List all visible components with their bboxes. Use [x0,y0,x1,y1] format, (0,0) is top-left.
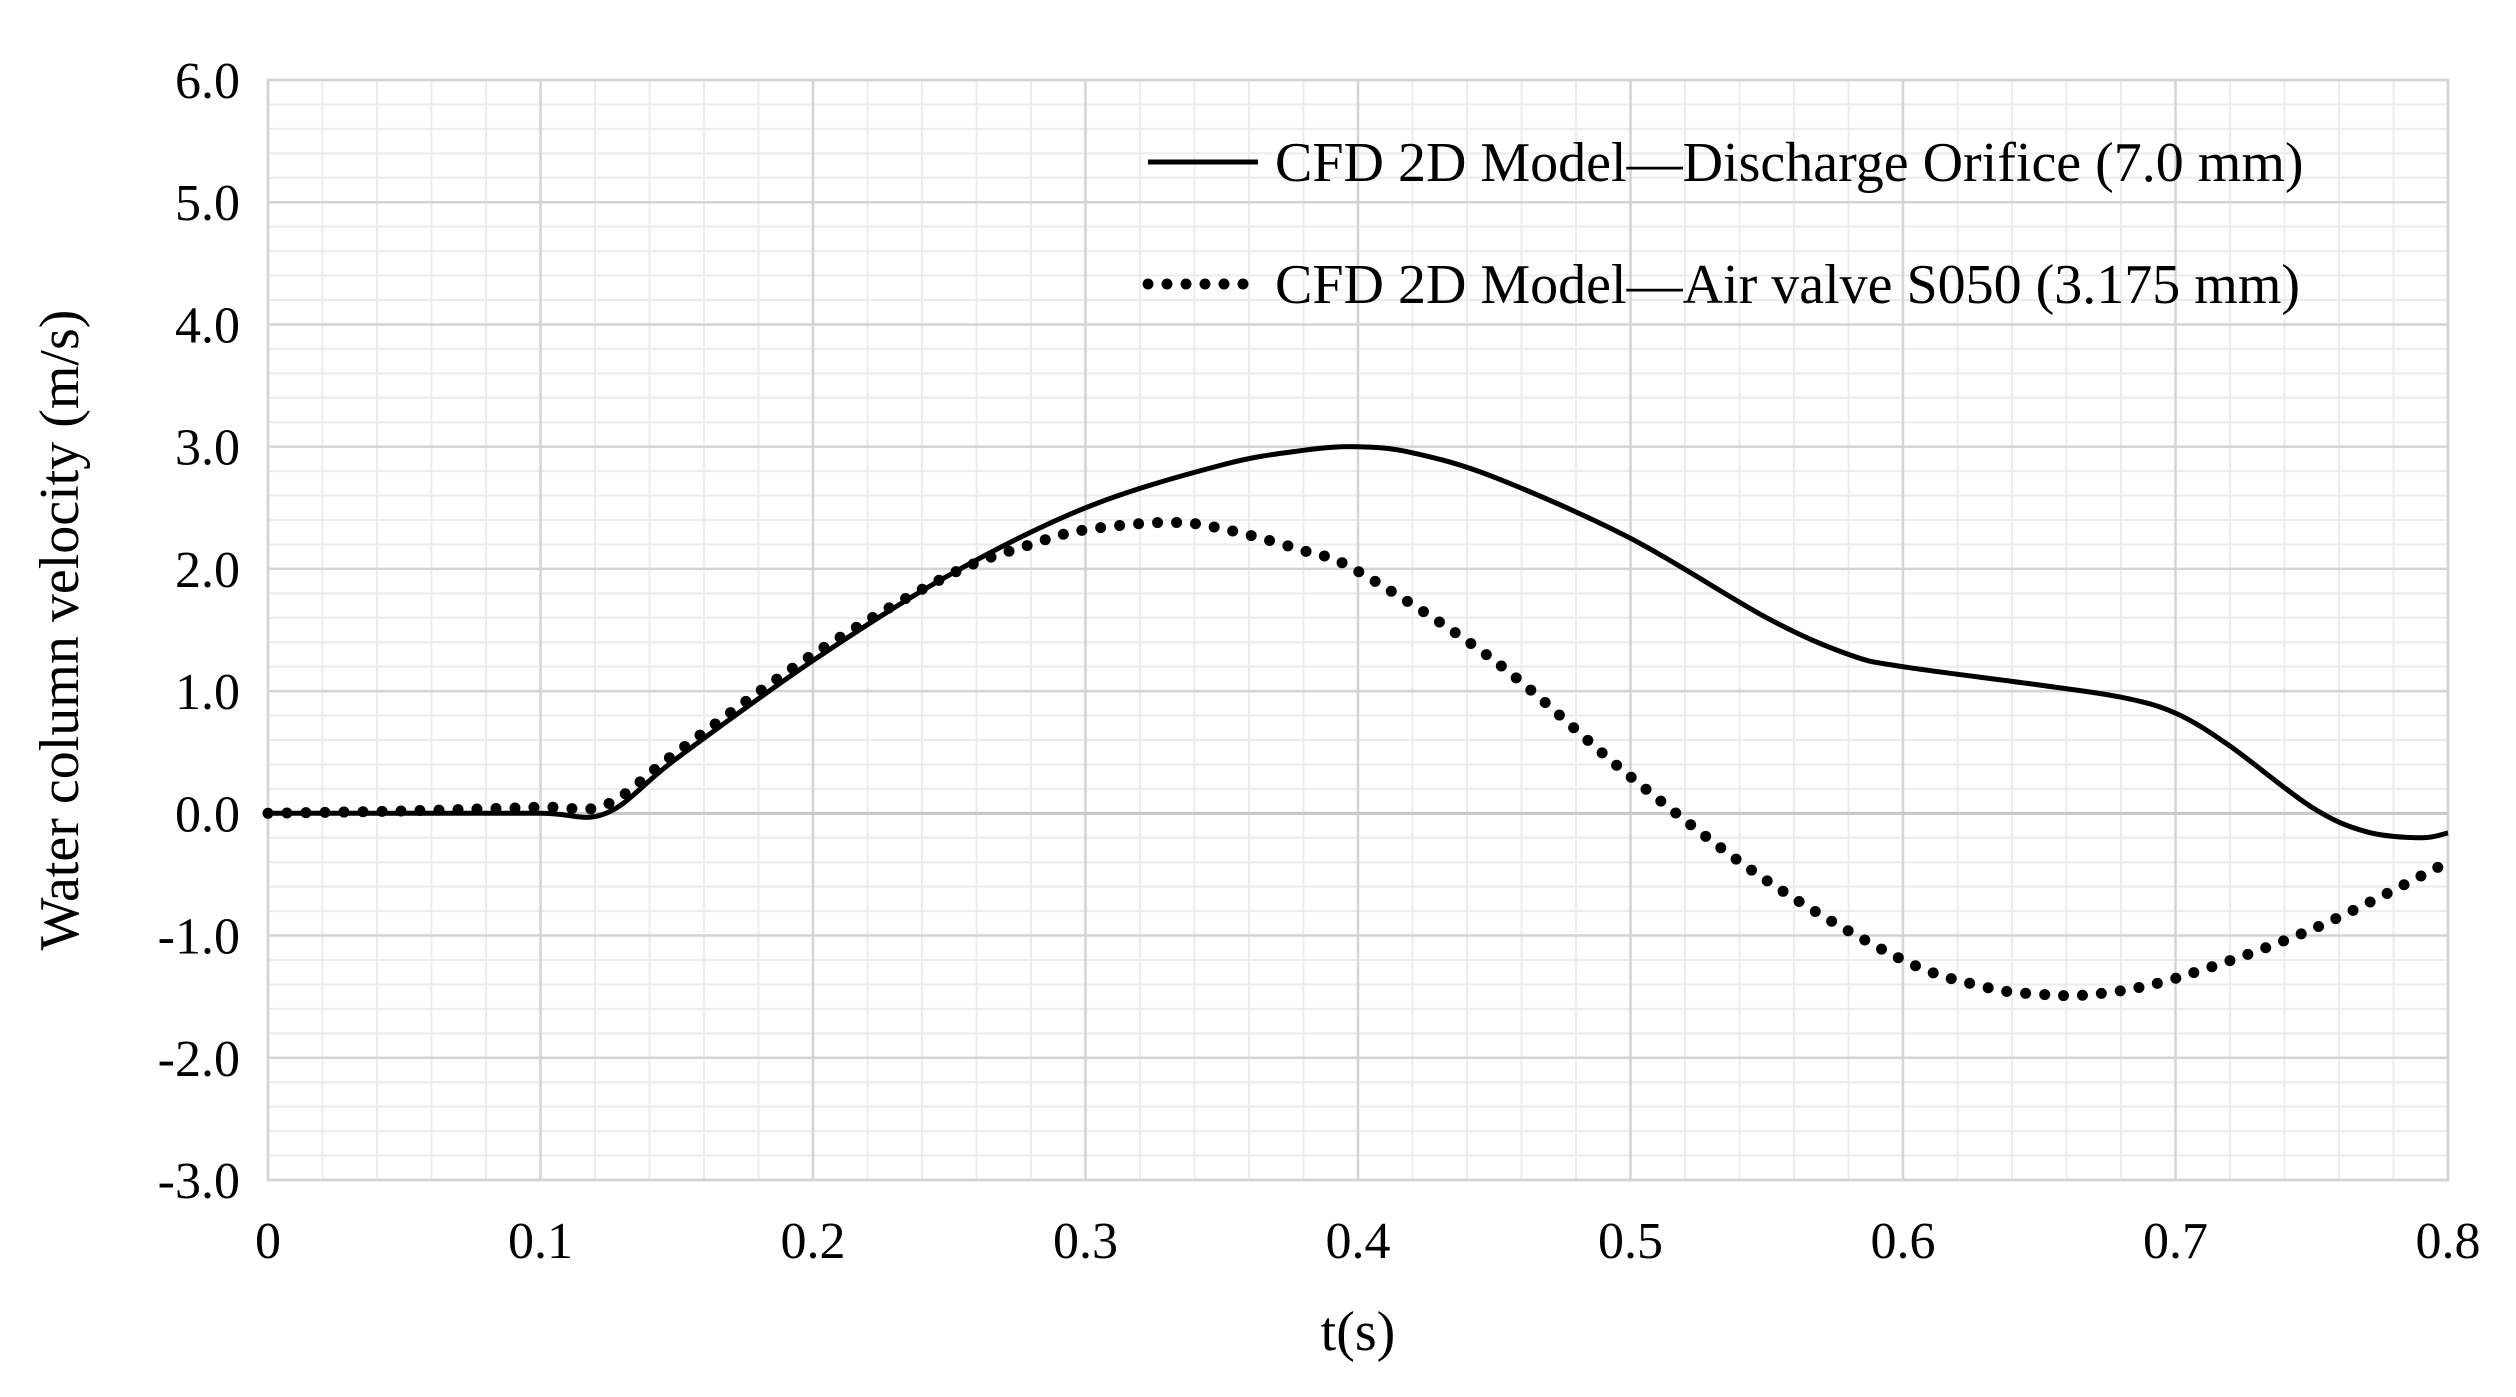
x-tick-label: 0.3 [1053,1213,1118,1270]
y-tick-label: -1.0 [158,909,240,966]
legend: CFD 2D Model—Discharge Orifice (7.0 mm) C… [1142,132,2304,316]
y-tick-label: 2.0 [175,542,240,599]
x-tick-label: 0.2 [781,1213,846,1270]
axes: -3.0 -2.0 -1.0 0.0 1.0 2.0 3.0 4.0 5.0 6.0 0 0.1 0.2… [158,53,2481,1270]
x-tick-label: 0.4 [1326,1213,1391,1270]
grid [266,78,2450,1182]
x-tick-label: 0.1 [508,1213,573,1270]
series-line-discharge-orifice [268,444,2449,841]
y-axis-title: Water column velocity (m/s) [29,310,91,951]
y-tick-label: 3.0 [175,420,240,477]
legend-label: CFD 2D Model—Discharge Orifice (7.0 mm) [1275,132,2304,194]
y-tick-label: 5.0 [175,175,240,232]
x-axis-title: t(s) [1321,1301,1396,1363]
x-tick-label: 0.6 [1871,1213,1936,1270]
x-tick-label: 0.7 [2143,1213,2208,1270]
x-tick-label: 0 [255,1213,281,1270]
y-tick-label: 6.0 [175,53,240,110]
x-tick-label: 0.8 [2416,1213,2481,1270]
plot-area-frame [266,78,2450,1182]
y-tick-label: 1.0 [175,664,240,721]
series-line-air-valve [262,516,2454,1002]
y-tick-label: 0.0 [175,786,240,843]
x-tick-label: 0.5 [1598,1213,1663,1270]
y-tick-label: -3.0 [158,1153,240,1210]
legend-label: CFD 2D Model—Air valve S050 (3.175 mm) [1275,254,2300,316]
y-tick-label: 4.0 [175,297,240,354]
y-tick-label: -2.0 [158,1031,240,1088]
series-layer [262,444,2454,1002]
